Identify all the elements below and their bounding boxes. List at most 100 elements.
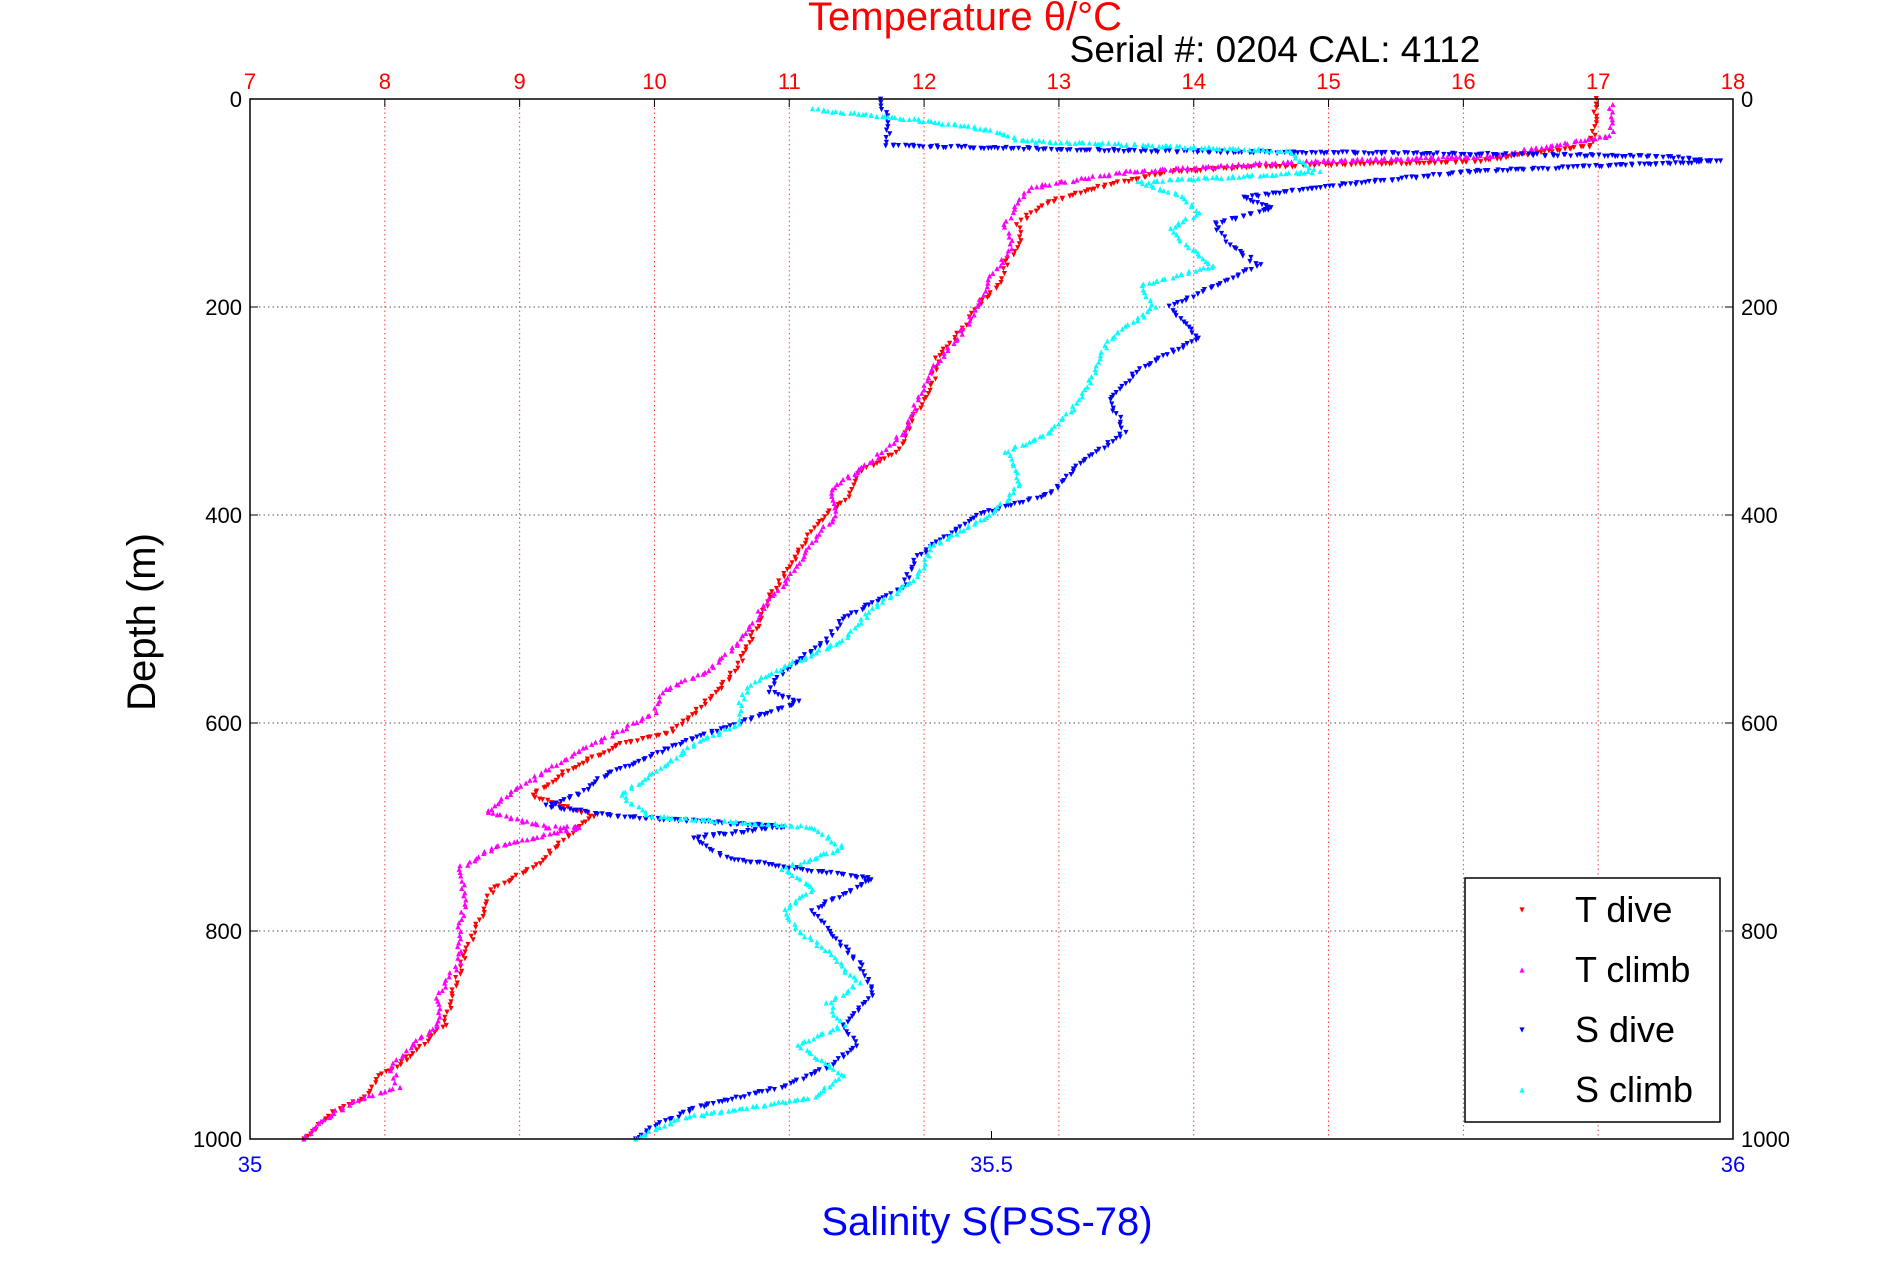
data-point <box>734 642 740 648</box>
data-point <box>827 928 833 935</box>
data-point <box>1035 147 1042 153</box>
data-point <box>787 570 793 576</box>
data-point <box>743 647 749 653</box>
data-point <box>787 703 793 709</box>
data-point <box>1006 234 1012 240</box>
data-point <box>781 664 787 671</box>
data-point <box>1324 150 1330 156</box>
data-point <box>968 310 975 316</box>
data-point <box>1403 174 1409 180</box>
data-point <box>1357 161 1363 167</box>
data-point <box>789 872 795 879</box>
data-point <box>733 1094 739 1100</box>
data-point <box>1249 193 1255 199</box>
data-point <box>797 861 803 867</box>
data-point <box>1313 150 1319 156</box>
data-point <box>614 767 620 773</box>
data-point <box>555 774 562 780</box>
data-point <box>1218 230 1225 237</box>
data-point <box>749 636 756 643</box>
data-point <box>965 524 971 531</box>
data-point <box>812 826 818 832</box>
data-point <box>1584 153 1590 159</box>
data-point <box>508 816 514 822</box>
data-point <box>935 145 941 151</box>
data-point <box>1115 148 1122 154</box>
data-point <box>922 561 928 567</box>
data-point <box>744 1105 750 1111</box>
data-point <box>830 934 836 940</box>
data-point <box>1668 154 1674 160</box>
data-point <box>846 613 852 619</box>
data-point <box>1472 159 1478 165</box>
data-point <box>555 840 561 846</box>
data-point <box>1302 162 1309 168</box>
data-point <box>813 650 820 656</box>
data-point <box>983 288 989 294</box>
data-point <box>673 755 680 761</box>
data-point <box>840 992 847 998</box>
data-point <box>1116 170 1122 176</box>
data-point <box>762 860 768 866</box>
data-point <box>701 1104 707 1110</box>
data-point <box>627 763 633 769</box>
data-point <box>1554 147 1561 153</box>
data-point <box>726 677 732 683</box>
data-point <box>867 459 873 466</box>
data-point <box>816 1067 822 1073</box>
data-point <box>1230 173 1236 179</box>
data-point <box>1095 183 1101 190</box>
data-point <box>1004 262 1011 268</box>
data-point <box>679 721 685 728</box>
data-point <box>835 1069 841 1076</box>
data-point <box>891 440 897 446</box>
data-point <box>495 801 501 807</box>
series-s-climb <box>619 106 1323 1142</box>
data-point <box>829 519 836 525</box>
data-point <box>390 1060 396 1066</box>
data-point <box>449 993 455 999</box>
data-point <box>1026 188 1032 194</box>
data-point <box>1601 153 1608 159</box>
data-point <box>761 605 767 611</box>
data-point <box>766 689 772 696</box>
data-point <box>313 1124 319 1130</box>
data-point <box>809 908 815 914</box>
y-tick-label-right: 1000 <box>1741 1127 1790 1152</box>
data-point <box>811 911 817 918</box>
data-point <box>665 761 671 767</box>
data-point <box>795 550 801 556</box>
data-point <box>1200 289 1206 295</box>
data-point <box>455 943 461 950</box>
data-point <box>1016 196 1022 202</box>
data-point <box>326 1114 333 1121</box>
data-point <box>767 1086 773 1092</box>
data-point <box>1344 149 1350 155</box>
data-point <box>1191 165 1197 171</box>
data-point <box>699 841 705 847</box>
legend-label: T climb <box>1575 949 1690 990</box>
data-point <box>1063 473 1069 479</box>
data-point <box>814 533 820 539</box>
data-point <box>1572 139 1578 145</box>
data-point <box>833 508 839 514</box>
data-point <box>1246 147 1253 153</box>
data-point <box>1377 178 1384 184</box>
data-point <box>843 944 849 950</box>
data-point <box>1207 149 1213 156</box>
data-point <box>647 754 654 760</box>
data-point <box>808 1072 815 1078</box>
data-point <box>1145 142 1151 148</box>
data-point <box>792 1097 798 1104</box>
data-point <box>1162 148 1169 154</box>
data-point <box>594 776 600 782</box>
data-point <box>547 851 553 857</box>
data-point <box>911 116 917 122</box>
data-point <box>971 312 977 318</box>
data-point <box>554 762 560 768</box>
y-tick-label-right: 600 <box>1741 711 1778 736</box>
data-point <box>1495 167 1501 173</box>
y-tick-label-right: 0 <box>1741 87 1753 112</box>
data-point <box>756 859 763 865</box>
data-point <box>1555 153 1561 159</box>
